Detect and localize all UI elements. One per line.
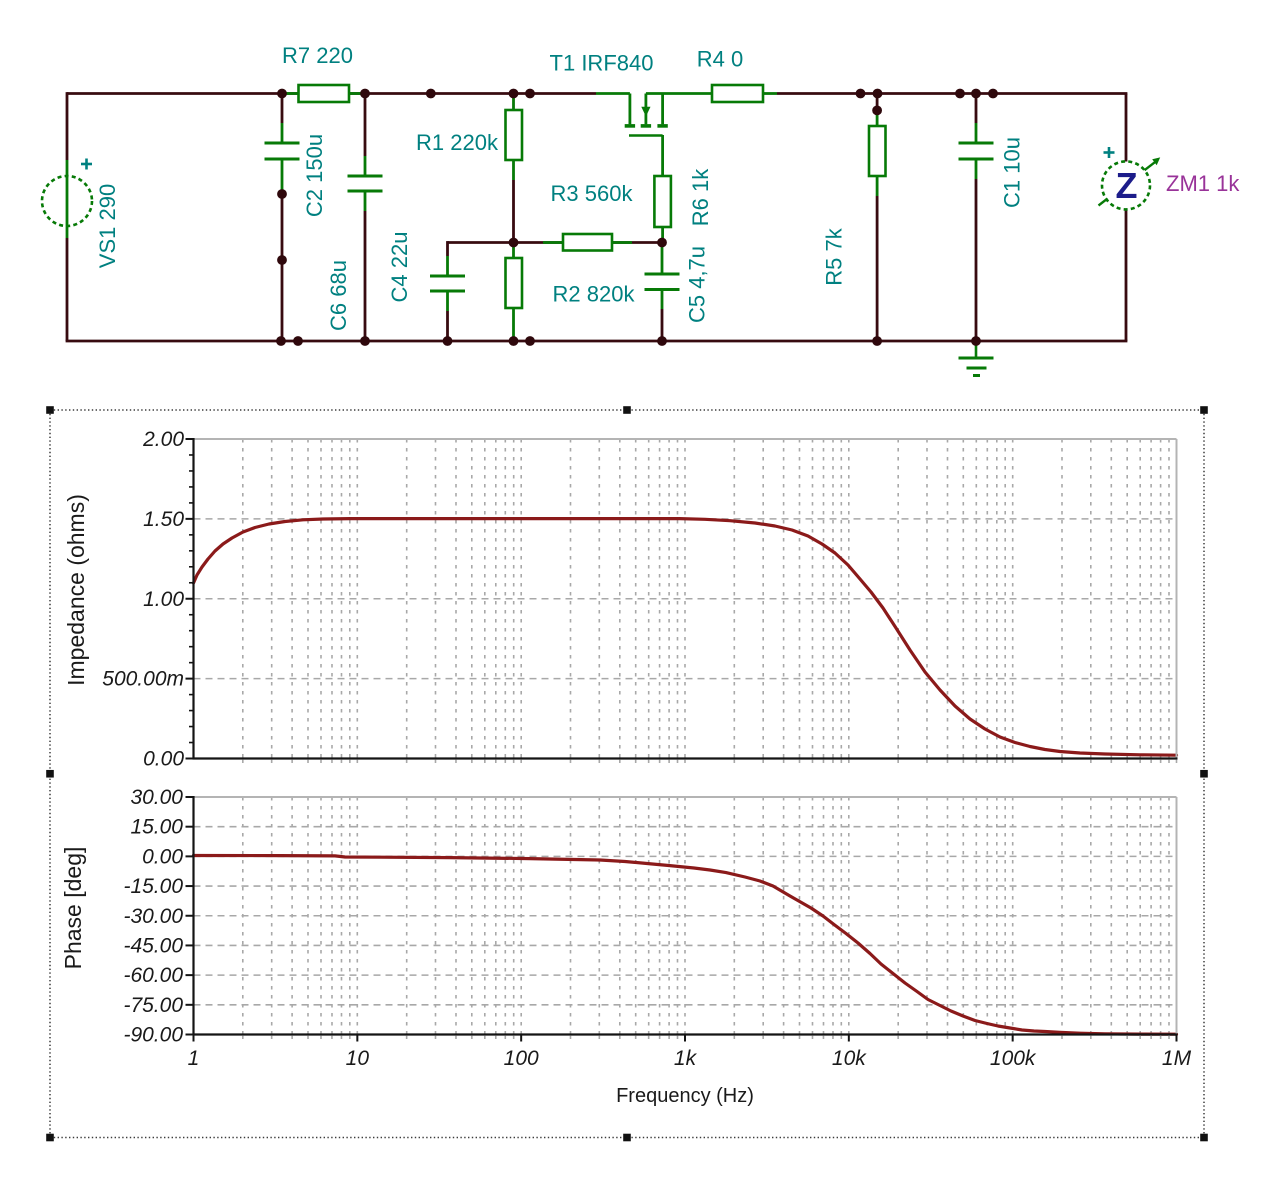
- svg-text:0.00: 0.00: [142, 845, 183, 868]
- svg-text:15.00: 15.00: [130, 816, 183, 839]
- svg-text:R4 0: R4 0: [697, 47, 743, 72]
- svg-text:T1 IRF840: T1 IRF840: [550, 51, 654, 76]
- svg-text:1k: 1k: [674, 1047, 698, 1070]
- svg-text:R1 220k: R1 220k: [416, 130, 499, 155]
- svg-text:10: 10: [346, 1047, 370, 1070]
- svg-text:R2 820k: R2 820k: [553, 282, 636, 307]
- svg-text:10k: 10k: [832, 1047, 867, 1070]
- svg-text:1.50: 1.50: [143, 508, 184, 531]
- svg-text:R3 560k: R3 560k: [551, 181, 634, 206]
- svg-text:C6 68u: C6 68u: [326, 260, 351, 331]
- svg-text:C4 22u: C4 22u: [387, 232, 412, 303]
- svg-text:-15.00: -15.00: [123, 875, 183, 898]
- svg-text:R6 1k: R6 1k: [688, 168, 713, 226]
- svg-text:2.00: 2.00: [142, 428, 184, 451]
- svg-text:-60.00: -60.00: [123, 964, 183, 987]
- svg-text:1M: 1M: [1162, 1047, 1192, 1070]
- svg-text:100: 100: [504, 1047, 539, 1070]
- svg-text:Impedance (ohms): Impedance (ohms): [63, 494, 89, 686]
- svg-text:C5 4,7u: C5 4,7u: [685, 246, 710, 323]
- svg-text:-75.00: -75.00: [123, 994, 183, 1017]
- svg-text:R5 7k: R5 7k: [822, 227, 847, 285]
- svg-text:Z: Z: [1116, 165, 1138, 206]
- svg-text:VS1 290: VS1 290: [95, 184, 120, 268]
- svg-text:Phase [deg]: Phase [deg]: [60, 847, 86, 970]
- svg-text:-45.00: -45.00: [123, 934, 183, 957]
- svg-text:R7 220: R7 220: [282, 43, 353, 68]
- svg-text:1.00: 1.00: [143, 588, 184, 611]
- svg-text:30.00: 30.00: [130, 786, 183, 809]
- svg-text:1: 1: [188, 1047, 200, 1070]
- svg-text:C1 10u: C1 10u: [1000, 137, 1025, 208]
- svg-text:500.00m: 500.00m: [102, 668, 184, 691]
- svg-text:Frequency (Hz): Frequency (Hz): [616, 1085, 754, 1107]
- svg-text:100k: 100k: [990, 1047, 1037, 1070]
- svg-text:ZM1 1k: ZM1 1k: [1166, 171, 1240, 196]
- svg-text:0.00: 0.00: [143, 748, 184, 771]
- svg-text:C2 150u: C2 150u: [302, 134, 327, 217]
- svg-text:-30.00: -30.00: [123, 905, 183, 928]
- svg-text:-90.00: -90.00: [123, 1024, 183, 1047]
